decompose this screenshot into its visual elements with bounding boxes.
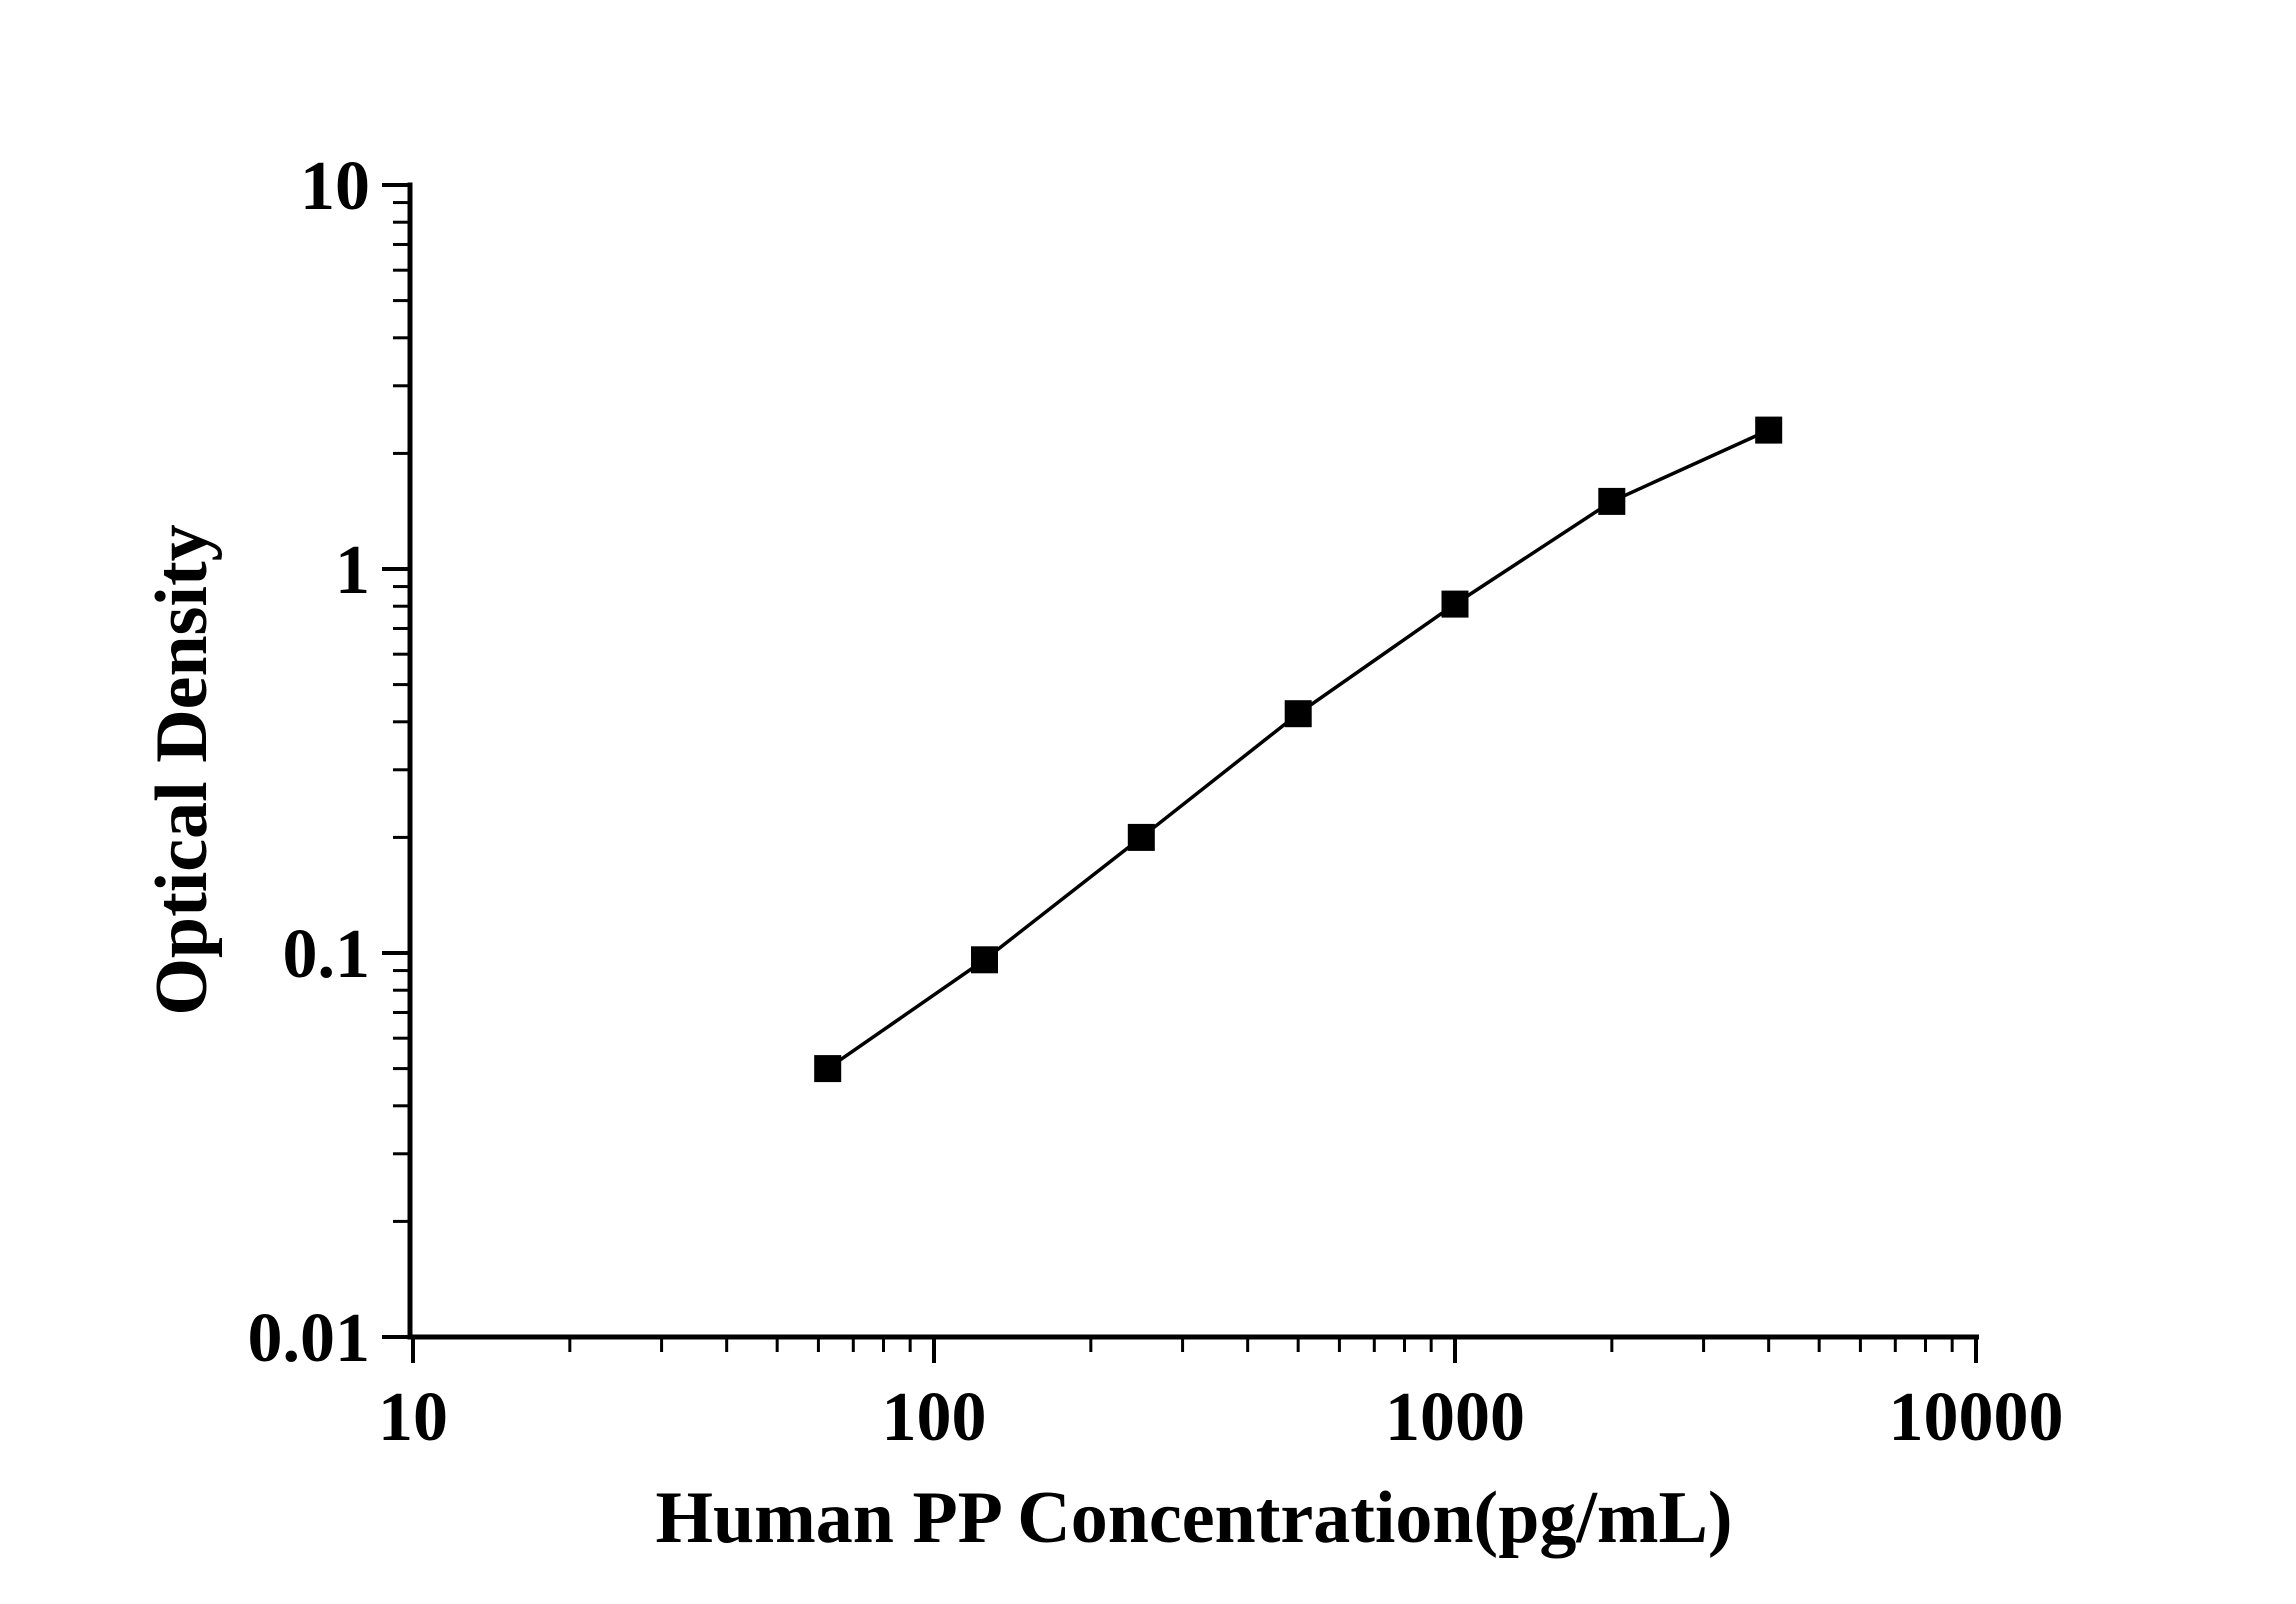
data-point-marker (1441, 590, 1469, 618)
x-tick-label: 10000 (1889, 1379, 2064, 1456)
x-tick-label: 1000 (1385, 1379, 1525, 1456)
y-axis-title: Optical Density (141, 524, 223, 1015)
data-point-marker (1598, 487, 1626, 515)
y-tick-label: 10 (300, 148, 370, 225)
data-point-marker (1127, 823, 1155, 851)
x-tick-label: 100 (882, 1379, 987, 1456)
data-point-marker (971, 946, 998, 974)
plot-area: 10 100 1000 10000 0.01 0.1 1 10 (248, 148, 2064, 1456)
data-point-marker (814, 1055, 842, 1083)
data-point-marker (1755, 416, 1783, 444)
data-point-marker (1284, 700, 1312, 728)
x-axis-title: Human PP Concentration(pg/mL) (655, 1477, 1732, 1559)
x-tick-label: 10 (378, 1379, 448, 1456)
y-tick-label: 1 (335, 532, 370, 609)
y-tick-label: 0.01 (248, 1300, 371, 1377)
y-tick-label: 0.1 (283, 916, 371, 993)
